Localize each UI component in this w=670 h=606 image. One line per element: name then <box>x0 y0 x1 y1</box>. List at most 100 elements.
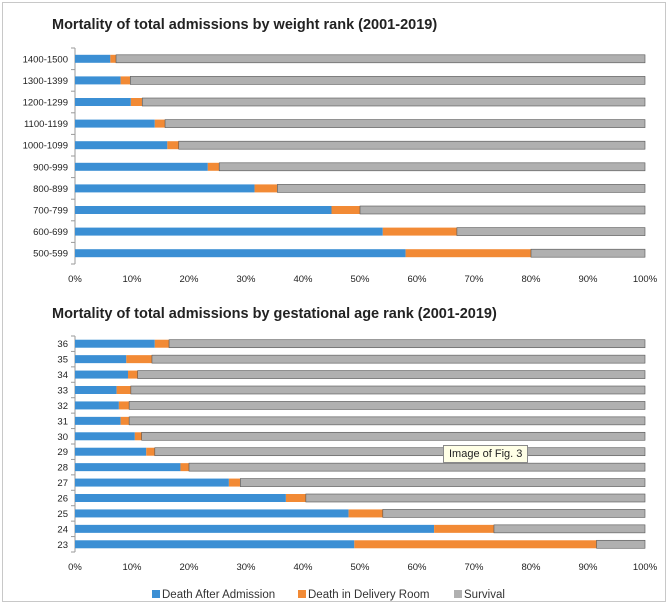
bar-segment <box>188 462 646 472</box>
bar-segment <box>240 478 646 487</box>
legend-swatch <box>152 590 160 598</box>
x-tick-label: 0% <box>68 562 82 573</box>
y-tick-label: 36 <box>57 339 68 350</box>
y-tick-label: 1000-1099 <box>23 141 68 152</box>
bar-segment <box>75 463 181 472</box>
y-tick-label: 30 <box>57 432 68 443</box>
bar-segment <box>75 432 135 441</box>
bar-segment <box>146 447 155 456</box>
bar-segment <box>75 401 119 410</box>
legend-swatch <box>454 590 462 598</box>
x-tick-label: 80% <box>521 274 541 285</box>
y-tick-label: 1200-1299 <box>23 98 68 109</box>
bar-segment <box>120 76 131 85</box>
bar-segment <box>75 355 127 364</box>
bar-segment <box>130 98 143 106</box>
y-tick-label: 800-899 <box>33 184 68 195</box>
bar-segment <box>75 370 129 379</box>
bar-segment <box>164 119 646 128</box>
x-tick-label: 60% <box>407 274 427 285</box>
bar-segment <box>167 141 179 150</box>
bar-segment <box>75 206 332 214</box>
x-tick-label: 40% <box>293 274 313 285</box>
bar-segment <box>218 162 646 172</box>
bar-segment <box>75 119 155 128</box>
bar-segment <box>75 524 435 533</box>
bar-segment <box>305 493 646 503</box>
x-tick-label: 100% <box>633 274 658 285</box>
x-tick-label: 90% <box>578 274 598 285</box>
bar-segment <box>493 524 646 534</box>
bar-segment <box>118 401 130 410</box>
x-tick-label: 0% <box>68 274 82 285</box>
y-tick-label: 25 <box>57 509 68 520</box>
bar-segment <box>129 76 646 85</box>
bar-segment <box>141 431 646 441</box>
bar-segment <box>254 184 278 193</box>
x-tick-label: 70% <box>464 274 484 285</box>
bar-segment <box>75 141 168 150</box>
y-tick-label: 34 <box>57 370 68 381</box>
x-tick-label: 100% <box>633 562 658 573</box>
x-tick-label: 90% <box>578 562 598 573</box>
bar-segment <box>75 509 349 518</box>
bar-segment <box>75 447 147 456</box>
bar-segment <box>134 432 142 441</box>
bar-segment <box>151 354 646 364</box>
bar-segment <box>285 494 306 502</box>
bar-segment <box>154 119 166 128</box>
chart-title: Mortality of total admissions by weight … <box>52 17 437 33</box>
legend-swatch <box>298 590 306 598</box>
y-tick-label: 35 <box>57 355 68 366</box>
chart-title: Mortality of total admissions by gestati… <box>52 306 497 322</box>
image-tooltip: Image of Fig. 3 <box>443 445 529 463</box>
bar-segment <box>75 184 255 193</box>
bar-segment <box>128 401 646 410</box>
y-tick-label: 500-599 <box>33 249 68 260</box>
y-tick-label: 1300-1399 <box>23 76 68 87</box>
legend-label: Survival <box>464 589 505 601</box>
bar-segment <box>116 386 131 394</box>
bar-segment <box>596 539 646 549</box>
y-tick-label: 32 <box>57 401 68 412</box>
legend-label: Death in Delivery Room <box>308 589 429 601</box>
y-tick-label: 31 <box>57 416 68 427</box>
bar-segment <box>207 162 220 171</box>
bar-segment <box>405 249 531 258</box>
x-tick-label: 50% <box>350 562 370 573</box>
bar-segment <box>110 54 117 63</box>
bar-segment <box>75 478 229 487</box>
bar-segment <box>331 206 360 214</box>
y-tick-label: 29 <box>57 447 68 458</box>
x-tick-label: 50% <box>350 274 370 285</box>
y-tick-label: 600-699 <box>33 227 68 238</box>
bar-segment <box>359 205 646 215</box>
x-tick-label: 70% <box>464 562 484 573</box>
bar-segment <box>228 478 241 487</box>
y-tick-label: 1400-1500 <box>23 54 68 65</box>
bar-segment <box>154 447 646 457</box>
bar-segment <box>348 509 383 518</box>
y-tick-label: 26 <box>57 494 68 505</box>
bar-segment <box>180 463 189 472</box>
y-tick-label: 24 <box>57 524 68 535</box>
x-tick-label: 20% <box>179 562 199 573</box>
bar-segment <box>75 54 111 63</box>
bar-segment <box>75 249 406 258</box>
y-tick-label: 700-799 <box>33 206 68 217</box>
bar-segment <box>75 162 208 171</box>
bar-segment <box>75 339 155 348</box>
bar-segment <box>178 140 646 150</box>
bar-segment <box>128 416 646 426</box>
x-tick-label: 30% <box>236 274 256 285</box>
bar-segment <box>141 97 646 107</box>
bar-segment <box>75 98 131 106</box>
bar-segment <box>434 524 494 533</box>
bar-segment <box>115 54 646 64</box>
bar-segment <box>75 540 355 549</box>
bar-segment <box>530 248 646 258</box>
bar-segment <box>354 540 597 549</box>
legend-label: Death After Admission <box>162 589 275 601</box>
bar-segment <box>456 227 646 236</box>
bar-segment <box>75 76 121 85</box>
